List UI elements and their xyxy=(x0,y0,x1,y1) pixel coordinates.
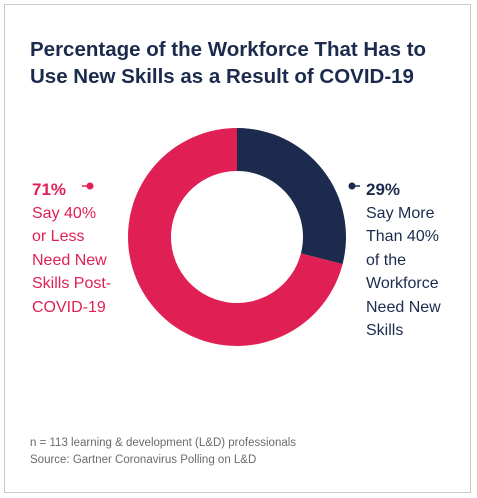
left-slice-description: Say 40% or Less Need New Skills Post- CO… xyxy=(32,204,112,316)
chart-title: Percentage of the Workforce That Has to … xyxy=(30,38,427,88)
footnote: n = 113 learning & development (L&D) pro… xyxy=(30,435,296,469)
sample-size-note: n = 113 learning & development (L&D) pro… xyxy=(30,437,297,449)
right-slice-percent: 29% xyxy=(366,180,401,199)
donut-slice-2 xyxy=(127,128,343,346)
right-slice-label: 29% Say More Than 40% of the Workforce N… xyxy=(366,178,441,343)
right-leader-dot xyxy=(348,182,356,190)
chart-card xyxy=(4,4,471,493)
right-slice-description: Say More Than 40% of the Workforce Need … xyxy=(366,204,441,340)
donut-slice-1 xyxy=(237,128,346,265)
left-slice-percent: 71% xyxy=(32,180,67,199)
left-leader-dot xyxy=(86,182,94,190)
left-slice-label: 71% Say 40% or Less Need New Skills Post… xyxy=(32,178,111,319)
source-note: Source: Gartner Coronavirus Polling on L… xyxy=(30,454,257,466)
